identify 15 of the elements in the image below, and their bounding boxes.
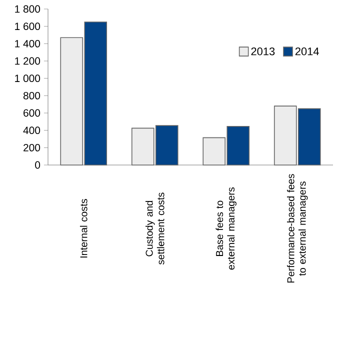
- y-tick-label: 600: [24, 109, 40, 117]
- y-tick-label: 1 000: [15, 74, 40, 82]
- y-tick-label: 1 200: [15, 57, 40, 65]
- y-tick-label: 800: [23, 92, 40, 100]
- x-tick-label: Base fees to external managers: [216, 187, 236, 270]
- y-tick-label: 200: [24, 144, 40, 152]
- y-tick-label: 0: [35, 161, 40, 169]
- y-tick-label: 1 800: [15, 5, 40, 13]
- legend-label: 2013: [251, 48, 275, 56]
- y-tick-label: 1 400: [15, 40, 40, 48]
- y-tick-label: 1 600: [15, 22, 40, 30]
- x-tick-label: Custody and settlement costs: [145, 192, 164, 265]
- legend-label: 2014: [295, 48, 319, 56]
- x-tick-label: Internal costs: [80, 198, 88, 258]
- y-tick-label: 400: [23, 126, 40, 134]
